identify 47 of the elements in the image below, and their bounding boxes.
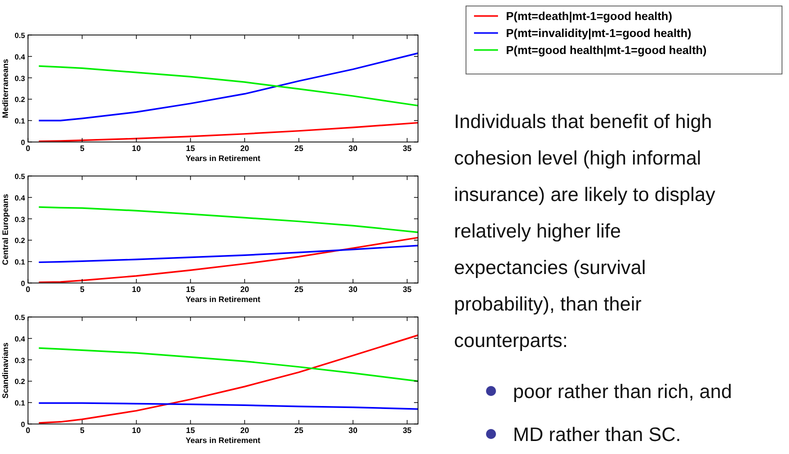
y-axis-title: Scandinavians [1, 342, 10, 399]
x-tick-label: 35 [402, 285, 412, 294]
legend-label: P(mt=invalidity|mt-1=good health) [506, 28, 692, 40]
line-series [38, 244, 419, 264]
x-tick-label: 20 [240, 285, 250, 294]
line-series [38, 122, 419, 142]
text: probability), than their [454, 294, 642, 316]
legend-label: P(mt=good health|mt-1=good health) [506, 45, 707, 57]
x-tick-label: 25 [294, 426, 304, 435]
category-label: poor rather than rich, and [513, 381, 732, 403]
x-tick-label: 5 [80, 144, 85, 153]
x-tick-label: 10 [132, 144, 142, 153]
x-tick-label: 25 [294, 285, 304, 294]
line-series [38, 52, 419, 122]
x-tick-label: 35 [402, 426, 412, 435]
x-tick-label: 30 [348, 144, 358, 153]
x-axis-title: Years in Retirement [186, 295, 261, 304]
x-tick-label: 20 [240, 144, 250, 153]
x-tick-label: 20 [240, 426, 250, 435]
x-tick-label: 15 [186, 285, 196, 294]
line-series [38, 206, 419, 234]
line-series [38, 347, 419, 382]
text: insurance) are likely to display [454, 184, 716, 206]
x-tick-label: 30 [348, 285, 358, 294]
y-axis-title: Central Europeans [1, 193, 10, 266]
y-axis-title: Mediterraneans [1, 58, 10, 118]
x-axis-title: Years in Retirement [186, 436, 261, 445]
x-tick-label: 15 [186, 144, 196, 153]
x-tick-label: 10 [132, 426, 142, 435]
x-tick-label: 25 [294, 144, 304, 153]
x-tick-label: 35 [402, 144, 412, 153]
line-series [38, 334, 419, 424]
x-tick-label: 15 [186, 426, 196, 435]
text: Individuals that benefit of high [454, 111, 712, 133]
text: cohesion level (high informal [454, 148, 702, 170]
x-axis-title: Years in Retirement [186, 154, 261, 163]
text: counterparts: [454, 330, 568, 352]
x-tick-label: 30 [348, 426, 358, 435]
text: relatively higher life [454, 220, 621, 242]
line-series [38, 65, 419, 106]
legend-label: P(mt=death|mt-1=good health) [506, 11, 672, 23]
x-tick-label: 5 [80, 426, 85, 435]
line-series [38, 236, 419, 284]
x-tick-label: 10 [132, 285, 142, 294]
category-label: MD rather than SC. [513, 424, 681, 446]
x-tick-label: 5 [80, 285, 85, 294]
text: expectancies (survival [454, 257, 646, 279]
